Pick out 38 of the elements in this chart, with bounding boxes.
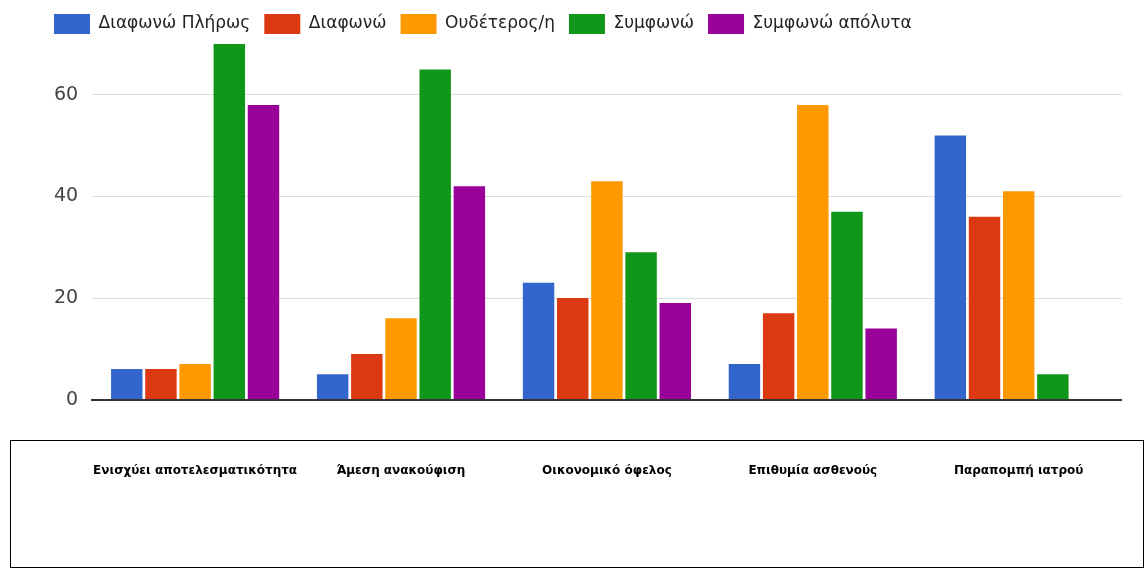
x-tick-label: Επιθυμία ασθενούς	[748, 462, 878, 477]
y-tick-label: 20	[53, 284, 79, 307]
bar	[385, 318, 417, 400]
bar	[1037, 374, 1069, 400]
bar	[762, 313, 795, 400]
y-tick-label: 40	[53, 183, 79, 206]
bar	[934, 135, 967, 400]
bar	[1002, 191, 1035, 400]
bar	[831, 211, 863, 400]
bar	[111, 369, 143, 400]
x-tick-label: Ενισχύει αποτελεσματικότητα	[93, 462, 298, 477]
bar	[659, 303, 691, 400]
legend-label: Διαφωνώ	[308, 12, 387, 33]
bar	[557, 298, 589, 400]
bar	[316, 374, 349, 400]
bar	[968, 216, 1001, 400]
bar	[179, 364, 211, 400]
bar	[797, 104, 829, 400]
bar	[522, 282, 555, 400]
bar	[351, 353, 383, 400]
bar	[213, 44, 246, 400]
y-tick-label: 0	[66, 386, 79, 409]
bar	[145, 369, 177, 400]
bar	[247, 104, 280, 400]
y-tick-label: 60	[53, 81, 79, 104]
x-tick-label: Παραπομπή ιατρού	[953, 462, 1084, 477]
bar	[419, 69, 451, 400]
legend-label: Διαφωνώ Πλήρως	[98, 12, 251, 33]
bar	[453, 186, 486, 400]
legend-label: Συμφωνώ	[613, 12, 695, 33]
bar	[865, 328, 897, 400]
legend-label: Συμφωνώ απόλυτα	[752, 12, 912, 33]
bar	[625, 252, 657, 400]
legend-label: Ουδέτερος/η	[445, 12, 555, 33]
bar	[728, 364, 761, 400]
x-tick-label: Άμεση ανακούφιση	[336, 462, 466, 477]
bar	[591, 181, 623, 400]
x-tick-label: Οικονομικό όφελος	[542, 462, 672, 477]
